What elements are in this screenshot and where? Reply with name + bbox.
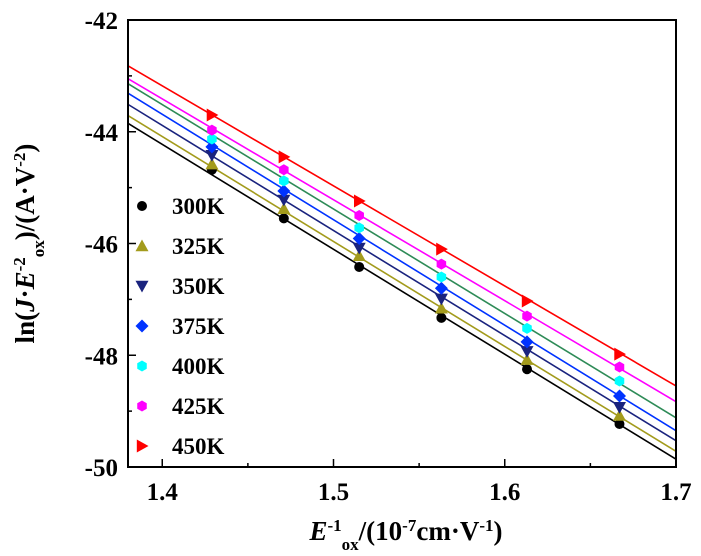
data-point-425K bbox=[522, 310, 532, 322]
data-point-325K bbox=[612, 409, 626, 421]
data-point-375K bbox=[434, 281, 448, 295]
legend-marker-400K bbox=[137, 360, 147, 372]
data-point-375K bbox=[277, 184, 291, 198]
legend-marker-325K bbox=[135, 239, 149, 252]
data-point-325K bbox=[434, 301, 448, 314]
data-point-350K bbox=[434, 293, 448, 306]
fit-line-300K bbox=[128, 122, 676, 460]
legend-marker-375K bbox=[135, 319, 149, 333]
data-point-325K bbox=[352, 249, 366, 261]
legend-marker-425K bbox=[137, 400, 147, 412]
data-point-300K bbox=[278, 213, 289, 224]
data-point-450K bbox=[278, 150, 291, 164]
data-point-450K bbox=[436, 242, 448, 256]
legend-label-325K: 325K bbox=[172, 234, 225, 259]
fit-line-425K bbox=[128, 77, 676, 403]
fit-lines bbox=[128, 65, 676, 460]
y-tick-label: -42 bbox=[85, 8, 118, 35]
y-tick-label: -46 bbox=[85, 232, 118, 259]
data-point-300K bbox=[354, 261, 365, 272]
data-point-450K bbox=[521, 294, 534, 308]
legend-marker-300K bbox=[137, 201, 147, 211]
data-point-300K bbox=[614, 418, 625, 429]
data-point-425K bbox=[207, 124, 217, 136]
x-tick-label: 1.6 bbox=[489, 479, 520, 506]
legend-label-450K: 450K bbox=[172, 434, 225, 459]
data-points bbox=[205, 108, 626, 429]
axes: 1.4 1.5 1.6 1.7 -50 -48 -46 -44 -42 bbox=[85, 8, 692, 506]
y-tick-label: -48 bbox=[85, 343, 118, 370]
y-tick-label: -50 bbox=[85, 455, 118, 482]
data-point-450K bbox=[353, 194, 366, 208]
data-point-350K bbox=[520, 346, 534, 358]
data-point-400K bbox=[207, 133, 217, 145]
legend-label-375K: 375K bbox=[172, 314, 225, 339]
fit-line-375K bbox=[128, 92, 676, 432]
data-point-450K bbox=[206, 108, 219, 122]
x-tick-label: 1.7 bbox=[660, 479, 691, 506]
fit-line-450K bbox=[128, 65, 676, 387]
data-point-400K bbox=[436, 271, 447, 283]
y-tick-label: -44 bbox=[85, 120, 119, 147]
data-point-300K bbox=[522, 364, 533, 375]
data-point-350K bbox=[277, 194, 291, 207]
data-point-325K bbox=[205, 157, 219, 170]
data-point-400K bbox=[279, 175, 289, 187]
data-point-425K bbox=[279, 164, 289, 176]
y-axis-label: ln(J·E-2ox)/(A·V-2) bbox=[10, 144, 48, 344]
data-point-350K bbox=[612, 402, 626, 414]
data-point-400K bbox=[354, 222, 364, 234]
data-point-425K bbox=[614, 361, 625, 373]
legend: 300K 325K 350K 375K 400K 425K 450K bbox=[135, 194, 225, 459]
data-point-375K bbox=[520, 335, 534, 349]
data-point-375K bbox=[612, 389, 626, 403]
data-point-425K bbox=[354, 210, 364, 222]
x-axis-label: E-1ox/(10-7cm·V-1) bbox=[308, 516, 502, 554]
data-point-425K bbox=[436, 258, 447, 270]
x-tick-label: 1.4 bbox=[147, 479, 179, 506]
data-point-375K bbox=[205, 140, 219, 154]
fit-line-400K bbox=[128, 83, 676, 419]
legend-label-400K: 400K bbox=[172, 354, 225, 379]
data-point-300K bbox=[436, 312, 447, 323]
fit-line-325K bbox=[128, 114, 676, 453]
legend-label-300K: 300K bbox=[172, 194, 225, 219]
legend-label-425K: 425K bbox=[172, 394, 225, 419]
legend-marker-450K bbox=[136, 439, 149, 453]
data-point-350K bbox=[205, 150, 219, 162]
data-point-375K bbox=[352, 231, 366, 245]
data-point-350K bbox=[352, 242, 366, 255]
legend-marker-350K bbox=[135, 280, 149, 293]
data-point-400K bbox=[614, 375, 625, 387]
legend-label-350K: 350K bbox=[172, 274, 225, 299]
fit-line-350K bbox=[128, 103, 676, 442]
data-point-450K bbox=[614, 347, 626, 361]
data-point-400K bbox=[522, 322, 532, 334]
data-point-325K bbox=[277, 202, 291, 215]
x-tick-label: 1.5 bbox=[318, 479, 349, 506]
data-point-325K bbox=[520, 353, 534, 365]
